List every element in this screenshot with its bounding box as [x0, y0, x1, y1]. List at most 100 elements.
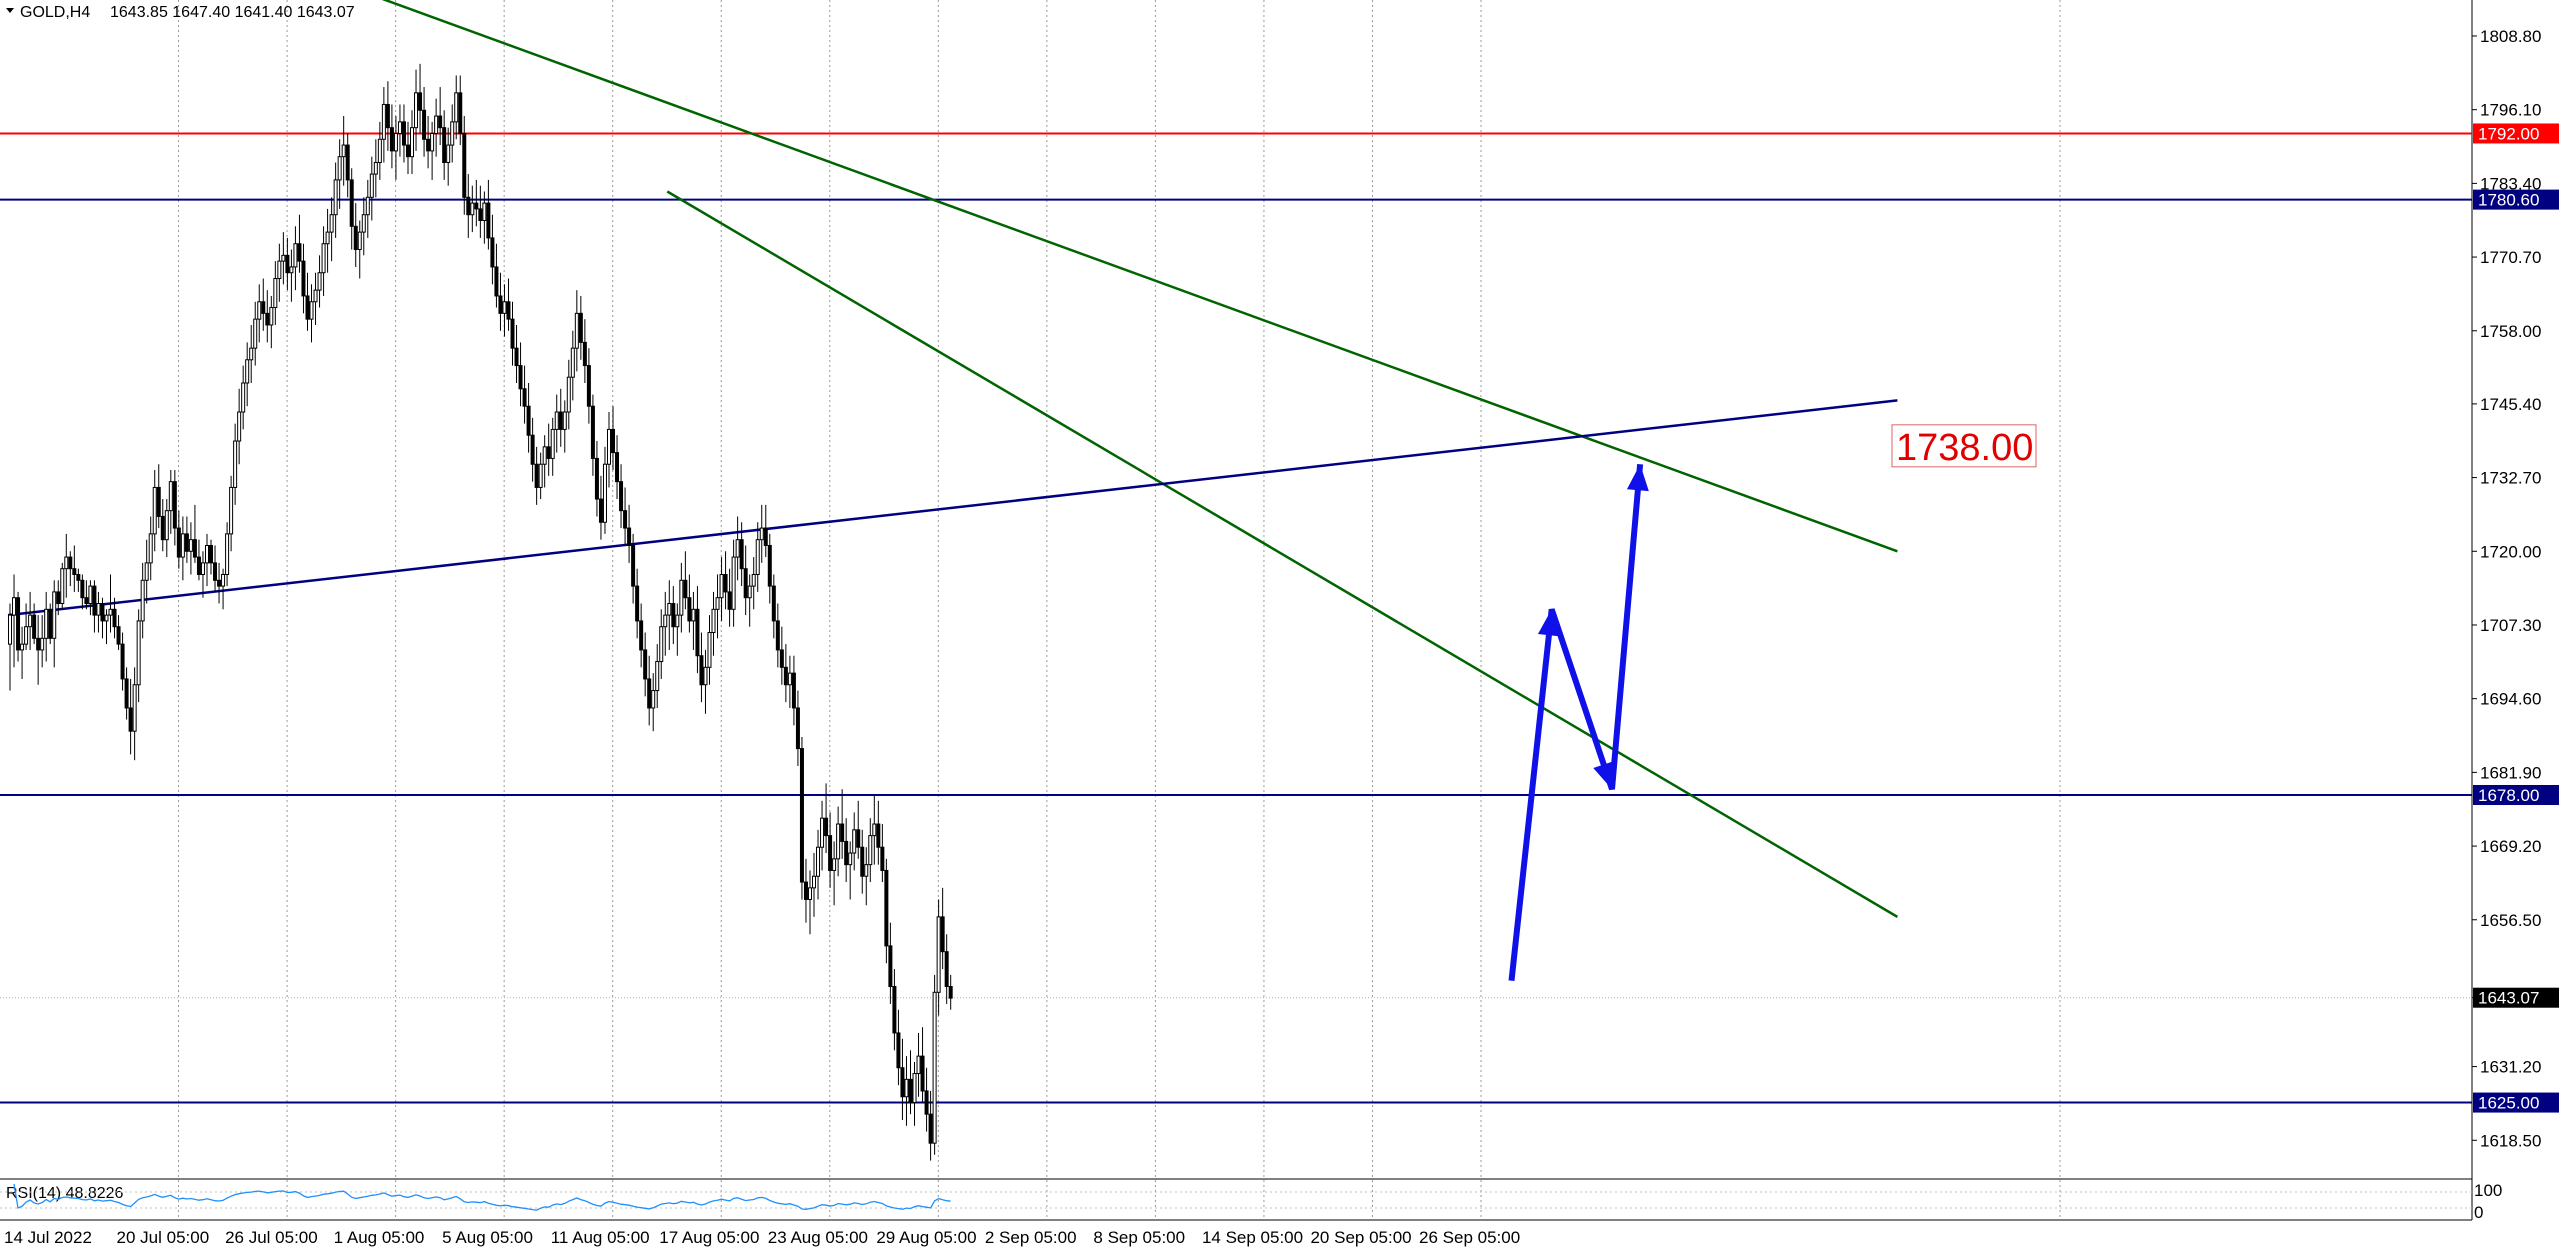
time-tick-label: 17 Aug 05:00 [659, 1228, 759, 1247]
annotation-box[interactable] [1891, 424, 2037, 468]
trendline-rising-trend[interactable] [7, 399, 1898, 617]
candle [337, 139, 342, 209]
candle [518, 342, 523, 407]
candle [168, 470, 173, 534]
candle-body [820, 817, 825, 848]
candle-body [844, 840, 849, 866]
candle [659, 609, 664, 679]
trendlines[interactable] [7, 0, 1899, 918]
candle-body [908, 1078, 913, 1104]
candle-body [104, 614, 109, 622]
candle-body [916, 1055, 921, 1075]
candle [820, 800, 825, 871]
trendline-lower-down-trend[interactable] [666, 190, 1899, 918]
candle [836, 806, 841, 877]
candle [60, 562, 65, 610]
candle [112, 597, 117, 639]
candle-body [623, 510, 628, 529]
forecast-arrow-head[interactable] [1537, 609, 1560, 637]
candle [309, 284, 314, 343]
level-price-label: 1625.00 [2478, 1094, 2539, 1113]
candle [393, 116, 398, 180]
candle-body [940, 916, 945, 953]
forecast-path[interactable] [1508, 463, 1644, 982]
time-tick-label: 26 Jul 05:00 [225, 1228, 318, 1247]
candle-body [779, 649, 784, 668]
candle [578, 295, 583, 360]
candle-body [840, 823, 845, 842]
candle [791, 655, 796, 726]
time-axis[interactable]: 14 Jul 2022 20 Jul 05:00 26 Jul 05:00 1 Aug… [4, 1228, 1520, 1247]
rsi-pane[interactable]: RSI(14) 48.8226 100 0 [0, 1181, 2502, 1222]
candle-body [486, 202, 491, 239]
candle-body [353, 225, 358, 251]
candle [611, 406, 616, 471]
candle [24, 603, 29, 650]
price-tick-label: 1656.50 [2480, 911, 2541, 930]
price-tick-label: 1631.20 [2480, 1058, 2541, 1077]
candle [426, 116, 431, 169]
horizontal-levels[interactable] [0, 132, 2472, 1104]
candle-body [510, 318, 515, 349]
candle-body [120, 643, 125, 680]
forecast-arrow-head[interactable] [1593, 761, 1615, 790]
candle [200, 551, 205, 598]
annotations[interactable]: 1738.00 [1891, 424, 2037, 469]
candle [594, 441, 599, 517]
candle [699, 632, 704, 703]
candle-body [687, 597, 692, 622]
candle-body [442, 127, 447, 163]
price-tick-label: 1694.60 [2480, 690, 2541, 709]
candle-body [462, 132, 467, 198]
candle-body [156, 486, 161, 517]
candle [434, 98, 439, 157]
candle-body [615, 452, 620, 483]
annotation-text[interactable]: 1738.00 [1896, 427, 2033, 469]
candle-body [196, 556, 201, 575]
level-price-label: 1792.00 [2478, 124, 2539, 143]
candle-body [526, 405, 531, 436]
candle-body [948, 986, 953, 999]
candle-body [783, 666, 788, 686]
candle-body [8, 614, 13, 645]
candle [816, 829, 821, 900]
candle [671, 586, 676, 645]
candle-body [598, 498, 603, 523]
chevron-down-icon[interactable] [6, 8, 14, 13]
trendline-upper-down-trend[interactable] [338, 0, 1898, 553]
candle [249, 324, 254, 383]
candle-body [502, 301, 507, 314]
candle [888, 922, 893, 1004]
candle [775, 603, 780, 668]
candle-body [771, 585, 776, 622]
candle-body [124, 678, 129, 709]
price-axis[interactable]: 1808.80 1796.10 1783.40 1770.70 1758.00 1745.… [2472, 27, 2559, 1150]
price-tick-label: 1720.00 [2480, 542, 2541, 561]
candle-body [562, 411, 567, 430]
rsi-scale-bottom: 0 [2474, 1203, 2483, 1222]
candle-body [188, 539, 193, 552]
candle-body [414, 92, 419, 129]
candle-body [739, 539, 744, 570]
candle-body [389, 127, 394, 152]
candle [542, 435, 547, 488]
candle-body [213, 562, 218, 581]
candle [852, 812, 857, 871]
price-tick-label: 1681.90 [2480, 763, 2541, 782]
forecast-arrow-head[interactable] [1626, 464, 1649, 492]
time-tick-label: 20 Jul 05:00 [117, 1228, 210, 1247]
candle-body [775, 620, 780, 651]
candle [771, 574, 776, 639]
candle [546, 423, 551, 476]
candle [446, 127, 451, 186]
candle [566, 359, 571, 430]
candle-body [64, 556, 69, 570]
candle-body [309, 301, 314, 320]
candle-body [446, 144, 451, 163]
forecast-arrows[interactable] [1508, 463, 1649, 982]
candle-body [265, 312, 270, 326]
candle [635, 568, 640, 639]
candle [908, 1050, 913, 1115]
